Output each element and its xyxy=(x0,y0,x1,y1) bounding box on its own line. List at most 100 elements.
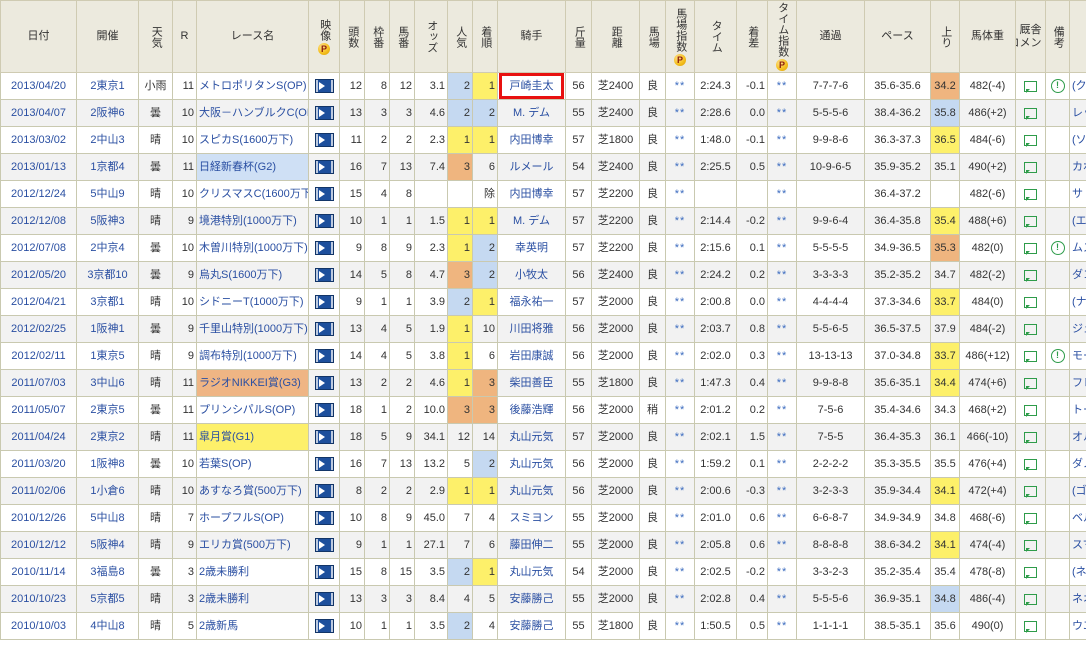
cell-winner-text[interactable]: (エクセルサス) xyxy=(1072,215,1086,227)
cell-winner-text[interactable]: スマートロビン xyxy=(1072,539,1086,551)
cell-venue-text[interactable]: 1阪神1 xyxy=(90,323,125,335)
comment-balloon-icon[interactable] xyxy=(1024,134,1037,147)
cell-jockey-text[interactable]: 藤田伸二 xyxy=(509,539,554,551)
cell-race-name[interactable]: クリスマスC(1600万下) xyxy=(196,180,309,208)
cell-winner[interactable]: ネオザイオン xyxy=(1069,585,1086,613)
cell-stable-comment[interactable] xyxy=(1015,153,1046,181)
cell-winner[interactable]: カポーティスター xyxy=(1069,153,1086,181)
cell-stable-comment[interactable] xyxy=(1015,99,1046,127)
cell-remarks[interactable] xyxy=(1045,396,1070,424)
cell-race-name-text[interactable]: 大阪－ハンブルクC(OP) xyxy=(199,107,309,119)
cell-venue-text[interactable]: 2東京5 xyxy=(90,404,125,416)
cell-race-name[interactable]: シドニーT(1000万下) xyxy=(196,288,309,316)
cell-date-text[interactable]: 2012/02/11 xyxy=(11,350,66,362)
cell-video[interactable] xyxy=(308,450,340,478)
cell-remarks[interactable] xyxy=(1045,153,1070,181)
film-video-icon[interactable] xyxy=(314,484,334,499)
cell-race-name[interactable]: 若葉S(OP) xyxy=(196,450,309,478)
cell-winner[interactable]: ウエスタンベッラ xyxy=(1069,612,1086,640)
comment-balloon-icon[interactable] xyxy=(1024,215,1037,228)
cell-remarks[interactable] xyxy=(1045,315,1070,343)
cell-race-name[interactable]: 千里山特別(1000万下) xyxy=(196,315,309,343)
cell-date-text[interactable]: 2011/07/03 xyxy=(11,377,66,389)
cell-venue[interactable]: 2東京1 xyxy=(76,72,139,100)
cell-jockey-text[interactable]: M. デム xyxy=(512,215,551,227)
film-video-icon[interactable] xyxy=(314,376,334,391)
cell-winner-text[interactable]: (ソウルフルヴォイス) xyxy=(1072,134,1086,146)
column-header-horses[interactable]: 頭数 xyxy=(339,0,365,73)
comment-balloon-icon[interactable] xyxy=(1024,458,1037,471)
cell-jockey-text[interactable]: 丸山元気 xyxy=(509,566,554,578)
cell-winner[interactable]: レッドデイヴィス xyxy=(1069,99,1086,127)
cell-jockey[interactable]: M. デム xyxy=(497,99,566,127)
cell-stable-comment[interactable] xyxy=(1015,369,1046,397)
column-header-popularity[interactable]: 人気 xyxy=(447,0,473,73)
cell-date-text[interactable]: 2012/12/24 xyxy=(10,188,67,200)
cell-race-name[interactable]: 調布特別(1000万下) xyxy=(196,342,309,370)
cell-race-name[interactable]: スピカS(1600万下) xyxy=(196,126,309,154)
comment-balloon-icon[interactable] xyxy=(1024,539,1037,552)
cell-date-text[interactable]: 2010/12/12 xyxy=(10,539,67,551)
cell-stable-comment[interactable] xyxy=(1015,396,1046,424)
comment-balloon-icon[interactable] xyxy=(1024,404,1037,417)
cell-date-text[interactable]: 2011/03/20 xyxy=(11,458,66,470)
cell-jockey[interactable]: 柴田善臣 xyxy=(497,369,566,397)
cell-date-text[interactable]: 2013/04/07 xyxy=(10,107,67,119)
cell-winner-text[interactable]: ウエスタンベッラ xyxy=(1072,620,1086,632)
film-video-icon[interactable] xyxy=(314,349,334,364)
cell-race-name-text[interactable]: スピカS(1600万下) xyxy=(199,134,294,146)
cell-venue-text[interactable]: 1東京5 xyxy=(90,350,125,362)
cell-race-name-text[interactable]: プリンシパルS(OP) xyxy=(199,404,296,416)
cell-remarks[interactable] xyxy=(1045,612,1070,640)
cell-winner-text[interactable]: ベルシャザール xyxy=(1072,512,1086,524)
cell-stable-comment[interactable] xyxy=(1015,126,1046,154)
comment-balloon-icon[interactable] xyxy=(1024,377,1037,390)
cell-jockey-text[interactable]: 丸山元気 xyxy=(509,458,554,470)
cell-date[interactable]: 2010/10/03 xyxy=(0,612,77,640)
cell-venue-text[interactable]: 5中山8 xyxy=(90,512,125,524)
cell-remarks[interactable]: ! xyxy=(1045,72,1070,100)
cell-jockey-text[interactable]: ルメール xyxy=(509,161,554,173)
cell-race-name[interactable]: プリンシパルS(OP) xyxy=(196,396,309,424)
cell-jockey[interactable]: M. デム xyxy=(497,207,566,235)
column-header-margin[interactable]: 着差 xyxy=(736,0,768,73)
cell-stable-comment[interactable] xyxy=(1015,342,1046,370)
cell-winner[interactable]: (エクセルサス) xyxy=(1069,207,1086,235)
cell-video[interactable] xyxy=(308,585,340,613)
cell-date[interactable]: 2012/02/11 xyxy=(0,342,77,370)
column-header-body_weight[interactable]: 馬体重 xyxy=(959,0,1016,73)
cell-winner-text[interactable]: (ゴールドブライアン) xyxy=(1072,485,1086,497)
cell-winner-text[interactable]: レッドデイヴィス xyxy=(1072,107,1086,119)
cell-venue[interactable]: 1阪神1 xyxy=(76,315,139,343)
column-header-distance[interactable]: 距離 xyxy=(591,0,640,73)
cell-race-name[interactable]: 木曽川特別(1000万下) xyxy=(196,234,309,262)
cell-winner-text[interactable]: (ネグレスコ) xyxy=(1072,566,1086,578)
column-header-remarks[interactable]: 備考 xyxy=(1045,0,1070,73)
cell-remarks[interactable] xyxy=(1045,558,1070,586)
cell-remarks[interactable] xyxy=(1045,99,1070,127)
film-video-icon[interactable] xyxy=(314,403,334,418)
cell-venue-text[interactable]: 1阪神8 xyxy=(90,458,125,470)
film-video-icon[interactable] xyxy=(314,241,334,256)
cell-date-text[interactable]: 2012/07/08 xyxy=(10,242,67,254)
cell-race-name-text[interactable]: 烏丸S(1600万下) xyxy=(199,269,283,281)
cell-race-name[interactable]: メトロポリタンS(OP) xyxy=(196,72,309,100)
cell-remarks[interactable] xyxy=(1045,180,1070,208)
cell-race-name-text[interactable]: 調布特別(1000万下) xyxy=(199,350,297,362)
cell-stable-comment[interactable] xyxy=(1015,612,1046,640)
cell-race-name[interactable]: 2歳新馬 xyxy=(196,612,309,640)
comment-balloon-icon[interactable] xyxy=(1024,80,1037,93)
cell-race-name-text[interactable]: あすなろ賞(500万下) xyxy=(199,485,302,497)
cell-date-text[interactable]: 2012/05/20 xyxy=(10,269,67,281)
column-header-time[interactable]: タイム xyxy=(694,0,737,73)
cell-winner-text[interactable]: ネオザイオン xyxy=(1072,593,1086,605)
cell-venue[interactable]: 3中山6 xyxy=(76,369,139,397)
cell-venue[interactable]: 3京都10 xyxy=(76,261,139,289)
cell-video[interactable] xyxy=(308,531,340,559)
column-header-last3f[interactable]: 上り xyxy=(930,0,960,73)
cell-stable-comment[interactable] xyxy=(1015,315,1046,343)
cell-venue-text[interactable]: 5阪神4 xyxy=(90,539,125,551)
cell-date-text[interactable]: 2011/04/24 xyxy=(11,431,66,443)
cell-date-text[interactable]: 2013/04/20 xyxy=(10,80,67,92)
column-header-finish[interactable]: 着順 xyxy=(472,0,498,73)
